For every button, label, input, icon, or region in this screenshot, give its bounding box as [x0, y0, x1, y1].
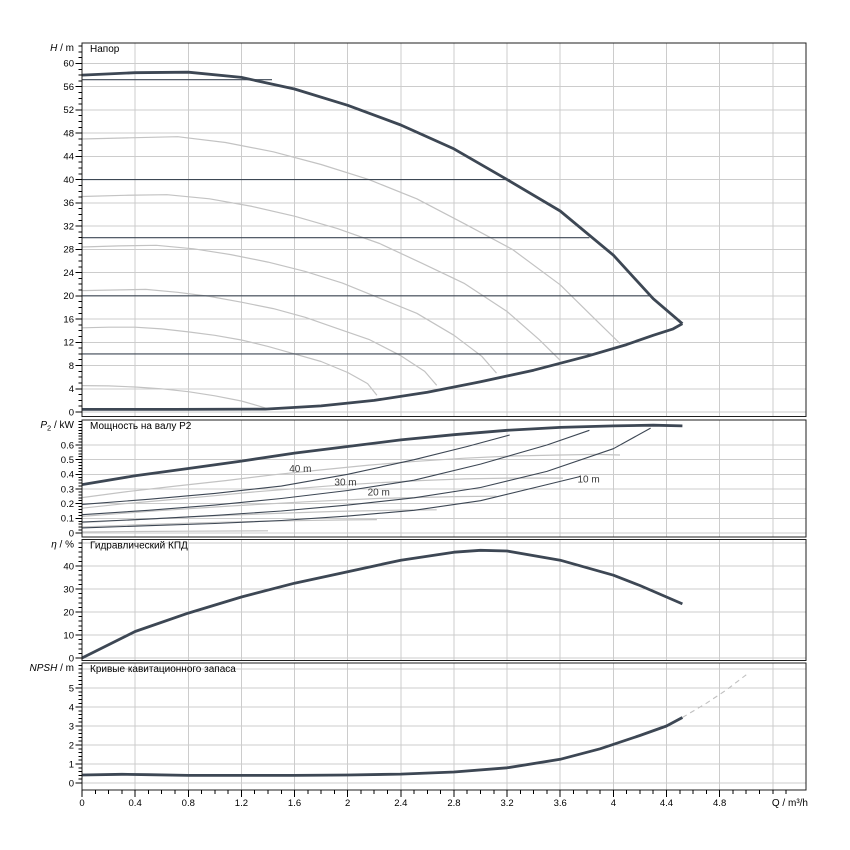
- y-tick-label: 0.3: [61, 484, 74, 495]
- y-tick-label: 0: [69, 528, 74, 539]
- y-tick-label: 0.4: [61, 470, 74, 481]
- x-tick-label: 0.8: [182, 798, 195, 809]
- y-tick-label: 48: [63, 128, 74, 139]
- y-tick-label: 16: [63, 314, 74, 325]
- y-tick-label: 10: [63, 630, 74, 641]
- max-power-curve: [81, 423, 683, 486]
- curve-label: 10 m: [577, 474, 599, 485]
- y-tick-label: 52: [63, 105, 74, 116]
- panel-border: [81, 538, 807, 662]
- y-tick-label: 5: [69, 683, 74, 694]
- x-tick-label: 1.6: [288, 798, 301, 809]
- speed-curve-min: [81, 385, 269, 410]
- axis-title-p2: P2 / kW: [40, 420, 74, 433]
- axis-title-npsh: NPSH / m: [30, 663, 74, 674]
- npsh-curve: [81, 716, 684, 777]
- y-tick-label: 44: [63, 152, 74, 163]
- y-tick-label: 4: [69, 702, 74, 713]
- y-tick-label: 0.1: [61, 514, 74, 525]
- x-tick-label: 3.2: [500, 798, 513, 809]
- panel-p2: 40 m 30 m 20 m 10 m 0 0.1 0.2 0.3 0.4 0.5 0.6 P2 / …: [40, 419, 807, 539]
- x-tick-label: 0: [79, 798, 84, 809]
- y-tick-label: 40: [63, 175, 74, 186]
- y-tick-label: 0.2: [61, 499, 74, 510]
- x-tick-label: 1.2: [235, 798, 248, 809]
- curve-label: 20 m: [368, 488, 390, 499]
- y-tick-label: 3: [69, 721, 74, 732]
- y-tick-label: 12: [63, 338, 74, 349]
- y-tick-label: 2: [69, 740, 74, 751]
- power-curve-40m: [81, 434, 510, 505]
- efficiency-curve: [81, 548, 683, 660]
- x-tick-label: 4.8: [713, 798, 726, 809]
- y-tick-label: 40: [63, 561, 74, 572]
- y-tick-label: 20: [63, 291, 74, 302]
- y-tick-label: 56: [63, 82, 74, 93]
- x-tick-label: 3.6: [554, 798, 567, 809]
- y-tick-label: 0: [69, 778, 74, 789]
- panel-title-npsh: Кривые кавитационного запаса: [90, 664, 236, 675]
- y-tick-label: 20: [63, 607, 74, 618]
- axis-title-head: H / m: [50, 43, 74, 54]
- y-tick-label: 0: [69, 407, 74, 418]
- panel-title-eta: Гидравлический КПД: [90, 541, 188, 552]
- speed-power-curve-90: [81, 453, 621, 499]
- y-tick-label: 8: [69, 361, 74, 372]
- min-limit-curve: [82, 322, 684, 411]
- y-tick-label: 1: [69, 759, 74, 770]
- speed-power-curve-80: [81, 477, 563, 509]
- x-tick-label: 0.4: [129, 798, 142, 809]
- x-tick-label: 4.4: [660, 798, 673, 809]
- y-tick-label: 28: [63, 245, 74, 256]
- panel-border: [81, 42, 807, 418]
- speed-power-curve-50: [81, 519, 377, 528]
- panel-npsh: 0 1 2 3 4 5 NPSH / m Кривые кавитационного запа…: [30, 662, 807, 791]
- max-speed-curve: [81, 70, 684, 325]
- speed-power-curve-min: [81, 530, 269, 533]
- panel-title-head: Напор: [90, 44, 120, 55]
- speed-curve-60: [81, 288, 438, 386]
- speed-power-curve-70: [81, 495, 497, 517]
- x-axis: 0 0.4 0.8 1.2 1.6 2 2.4 2.8 3.2 3.6 4 4.4 4.8 Q / m³/…: [79, 790, 808, 809]
- axis-title-eta: η / %: [51, 540, 74, 551]
- y-tick-label: 60: [63, 59, 74, 70]
- y-tick-label: 0.5: [61, 455, 74, 466]
- y-tick-label: 32: [63, 221, 74, 232]
- curve-label: 30 m: [334, 477, 356, 488]
- speed-curve-50: [81, 326, 378, 396]
- npsh-curve-extension: [682, 674, 747, 718]
- power-curve-20m: [81, 427, 651, 523]
- y-tick-label: 0: [69, 653, 74, 664]
- panel-border: [81, 419, 807, 538]
- y-tick-label: 4: [69, 384, 74, 395]
- x-tick-label: 2.4: [394, 798, 407, 809]
- y-tick-label: 30: [63, 584, 74, 595]
- speed-curve-70: [81, 244, 497, 374]
- power-curve-10m: [81, 475, 581, 529]
- y-tick-label: 36: [63, 198, 74, 209]
- x-tick-label: 4: [611, 798, 616, 809]
- y-tick-label: 24: [63, 268, 74, 279]
- x-tick-label: 2: [345, 798, 350, 809]
- x-axis-unit-label: Q / m³/h: [772, 798, 808, 809]
- panel-title-p2: Мощность на валу P2: [90, 421, 192, 432]
- panel-eta: 0 10 20 30 40 η / % Гидравлический КПД: [51, 538, 807, 664]
- y-tick-label: 0.6: [61, 440, 74, 451]
- power-curve-30m: [81, 429, 590, 516]
- curve-label: 40 m: [289, 464, 311, 475]
- speed-curve-80: [81, 194, 561, 361]
- x-tick-label: 2.8: [447, 798, 460, 809]
